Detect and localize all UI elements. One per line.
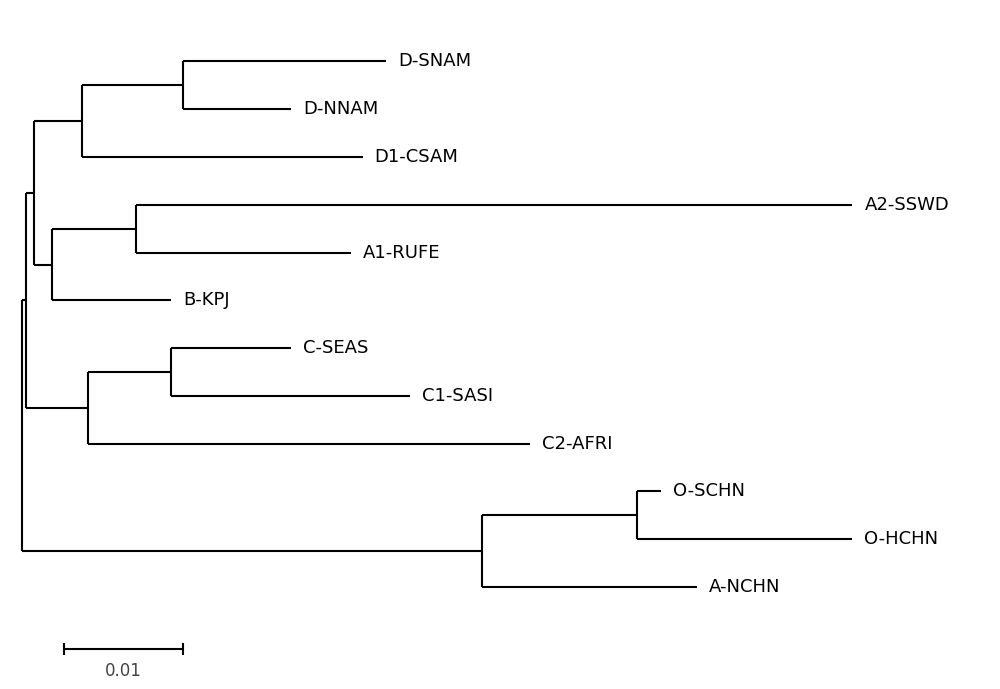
- Text: C1-SASI: C1-SASI: [422, 387, 493, 405]
- Text: B-KPJ: B-KPJ: [183, 291, 230, 309]
- Text: 0.01: 0.01: [105, 662, 142, 681]
- Text: C2-AFRI: C2-AFRI: [542, 435, 612, 453]
- Text: D1-CSAM: D1-CSAM: [375, 148, 458, 166]
- Text: A1-RUFE: A1-RUFE: [363, 244, 440, 262]
- Text: C-SEAS: C-SEAS: [303, 339, 368, 357]
- Text: O-SCHN: O-SCHN: [673, 482, 745, 500]
- Text: A-NCHN: A-NCHN: [709, 578, 781, 596]
- Text: D-SNAM: D-SNAM: [398, 52, 472, 70]
- Text: A2-SSWD: A2-SSWD: [864, 196, 949, 214]
- Text: O-HCHN: O-HCHN: [864, 531, 939, 548]
- Text: D-NNAM: D-NNAM: [303, 101, 378, 119]
